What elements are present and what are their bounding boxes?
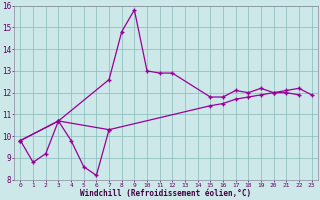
X-axis label: Windchill (Refroidissement éolien,°C): Windchill (Refroidissement éolien,°C): [80, 189, 252, 198]
